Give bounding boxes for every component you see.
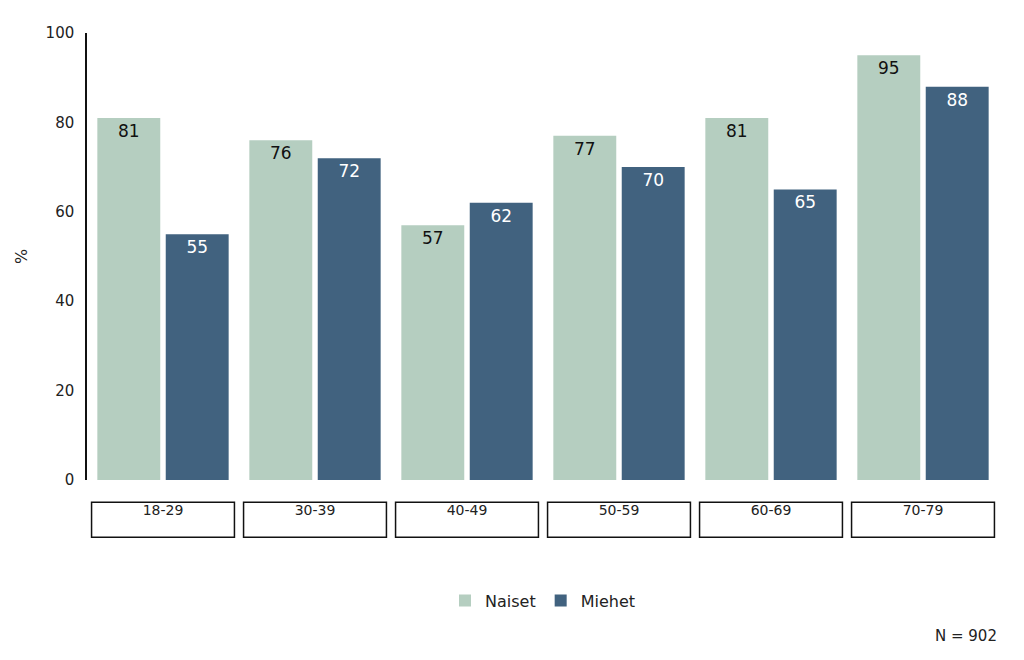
svg-text:81: 81 xyxy=(726,121,748,141)
svg-text:76: 76 xyxy=(270,143,292,163)
svg-text:55: 55 xyxy=(186,237,208,257)
svg-text:88: 88 xyxy=(946,90,968,110)
svg-text:Naiset: Naiset xyxy=(485,592,536,611)
svg-text:77: 77 xyxy=(574,139,596,159)
svg-text:60-69: 60-69 xyxy=(751,502,792,518)
svg-text:62: 62 xyxy=(490,206,512,226)
svg-text:Miehet: Miehet xyxy=(581,592,635,611)
svg-text:40: 40 xyxy=(55,292,74,310)
svg-text:81: 81 xyxy=(118,121,140,141)
svg-text:100: 100 xyxy=(46,24,75,42)
svg-text:40-49: 40-49 xyxy=(447,502,488,518)
svg-text:60: 60 xyxy=(55,203,74,221)
svg-text:70-79: 70-79 xyxy=(903,502,944,518)
svg-text:72: 72 xyxy=(338,161,360,181)
svg-text:18-29: 18-29 xyxy=(143,502,184,518)
svg-text:95: 95 xyxy=(878,58,900,78)
svg-text:N = 902: N = 902 xyxy=(935,627,997,645)
svg-text:70: 70 xyxy=(642,170,664,190)
svg-text:30-39: 30-39 xyxy=(295,502,336,518)
svg-text:0: 0 xyxy=(65,471,75,489)
svg-text:20: 20 xyxy=(55,382,74,400)
svg-text:80: 80 xyxy=(55,114,74,132)
svg-text:65: 65 xyxy=(794,192,816,212)
svg-text:50-59: 50-59 xyxy=(599,502,640,518)
svg-text:%: % xyxy=(12,249,31,264)
svg-text:57: 57 xyxy=(422,228,444,248)
